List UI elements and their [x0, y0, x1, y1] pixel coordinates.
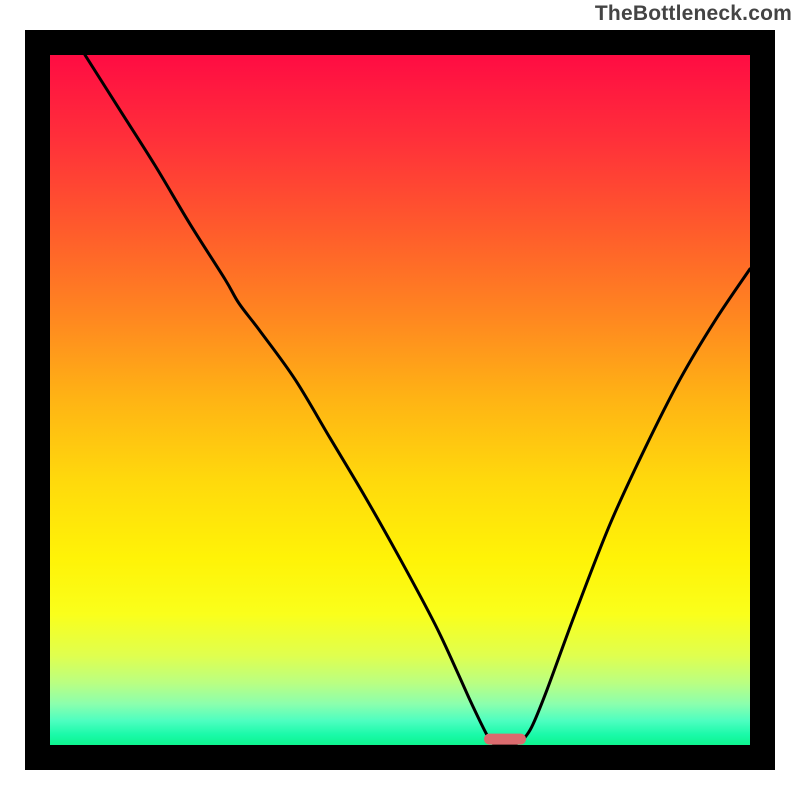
attribution-text: TheBottleneck.com: [595, 2, 792, 26]
plot-area: [25, 30, 775, 770]
chart-frame: TheBottleneck.com: [0, 0, 800, 800]
optimal-match-marker: [484, 734, 526, 745]
bottleneck-curve: [50, 55, 750, 745]
